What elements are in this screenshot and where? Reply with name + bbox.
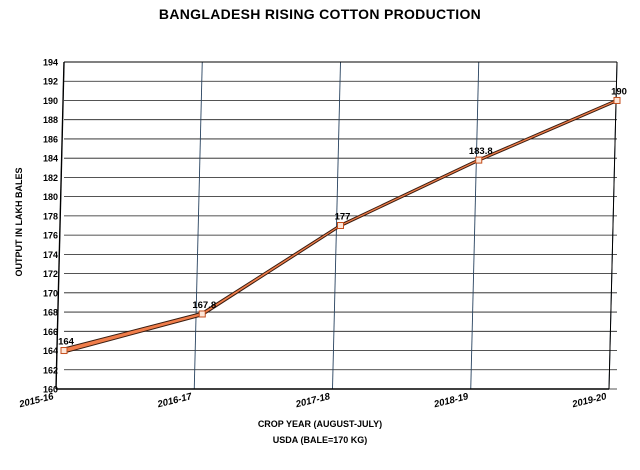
y-tick-label: 192 xyxy=(43,77,58,87)
y-tick-label: 166 xyxy=(43,327,58,337)
source-note: USDA (BALE=170 KG) xyxy=(272,435,368,445)
x-tick-label: 2018-19 xyxy=(432,391,470,411)
x-axis-label: CROP YEAR (AUGUST-JULY) xyxy=(257,419,383,429)
y-tick-label: 188 xyxy=(43,115,58,125)
y-tick-label: 162 xyxy=(43,365,58,375)
y-tick-label: 168 xyxy=(43,308,58,318)
plot-right-border xyxy=(608,61,618,390)
data-point xyxy=(613,96,621,104)
y-axis-label: OUTPUT IN LAKH BALES xyxy=(14,167,24,277)
x-tick-label: 2015-16 xyxy=(17,391,55,411)
chart-title: BANGLADESH RISING COTTON PRODUCTION xyxy=(158,6,482,22)
y-tick-label: 186 xyxy=(43,134,58,144)
data-label: 167.8 xyxy=(192,300,216,311)
data-label: 183.8 xyxy=(469,146,493,157)
y-tick-label: 174 xyxy=(43,250,58,260)
y-tick-label: 178 xyxy=(43,211,58,221)
y-tick-label: 164 xyxy=(43,346,58,356)
y-tick-label: 180 xyxy=(43,192,58,202)
y-tick-label: 182 xyxy=(43,173,58,183)
x-tick-label: 2017-18 xyxy=(294,391,332,411)
gridline-v xyxy=(470,61,480,390)
y-tick-label: 194 xyxy=(43,58,58,68)
data-point xyxy=(60,347,68,355)
gridline-v xyxy=(332,61,341,390)
x-tick-label: 2019-20 xyxy=(570,391,608,411)
y-tick-label: 170 xyxy=(43,288,58,298)
gridline-v xyxy=(193,61,203,390)
data-point xyxy=(198,310,206,318)
data-point xyxy=(475,156,483,164)
y-axis-line xyxy=(55,61,65,390)
y-tick-label: 172 xyxy=(43,269,58,279)
y-tick-label: 184 xyxy=(43,154,58,164)
x-tick-label: 2016-17 xyxy=(156,391,194,411)
data-label: 177 xyxy=(335,212,351,223)
y-tick-label: 160 xyxy=(43,385,58,395)
data-label: 190 xyxy=(611,86,627,97)
data-point xyxy=(337,222,344,229)
y-tick-label: 176 xyxy=(43,231,58,241)
y-tick-label: 190 xyxy=(43,96,58,106)
data-label: 164 xyxy=(58,337,75,348)
